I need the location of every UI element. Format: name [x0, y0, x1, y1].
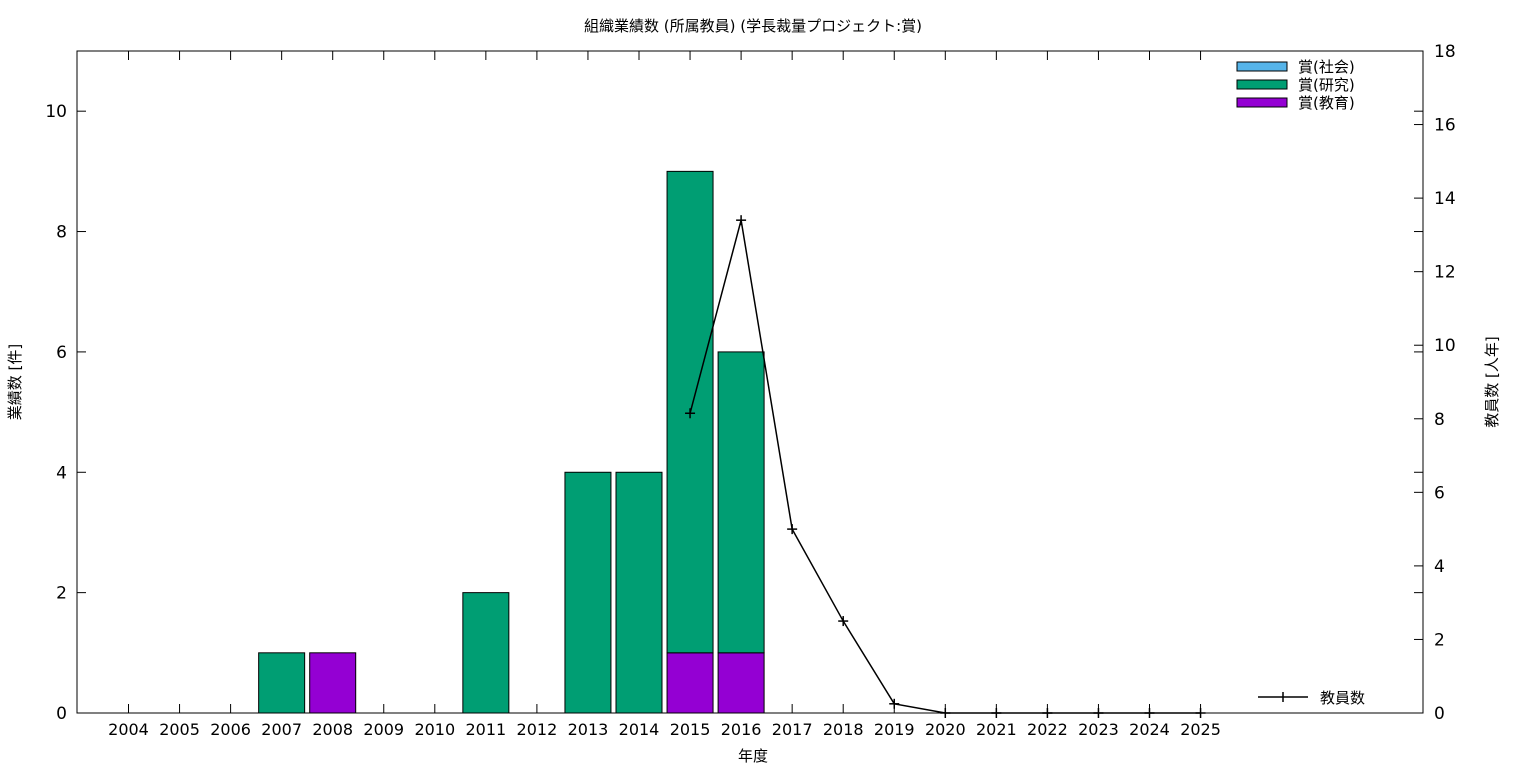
x-tick-label: 2010	[414, 720, 455, 739]
line-point-2019	[889, 698, 900, 709]
line-point-2025	[1195, 708, 1206, 718]
bar-2013-賞(研究)	[564, 471, 612, 714]
x-tick-label: 2014	[619, 720, 660, 739]
line-point-2022	[1042, 708, 1053, 718]
line-point-2016	[736, 215, 747, 226]
legend-swatch-1	[1236, 79, 1288, 90]
x-tick-label: 2017	[772, 720, 813, 739]
y-tick-label: 0	[56, 704, 67, 724]
y2-tick-label: 18	[1434, 42, 1456, 62]
bar-2007-賞(研究)	[258, 652, 306, 714]
x-tick-label: 2023	[1078, 720, 1119, 739]
bar-2011-賞(研究)	[462, 592, 510, 714]
x-axis-label: 年度	[738, 747, 768, 765]
y2-tick-label: 14	[1434, 189, 1456, 209]
bar-2016-賞(研究)	[717, 351, 765, 654]
y2-tick-label: 0	[1434, 704, 1445, 724]
y-tick-label: 10	[45, 102, 67, 122]
x-axis: 2004 2005 2006 2007 2008 2009 2010 2011 2012 2013…	[108, 51, 1221, 739]
y2-tick-label: 10	[1434, 336, 1456, 356]
bar-2016-賞(教育)	[717, 652, 765, 714]
x-tick-label: 2024	[1129, 720, 1170, 739]
x-tick-label: 2005	[159, 720, 200, 739]
legend-swatch-2	[1236, 97, 1288, 108]
y2-tick-label: 2	[1434, 630, 1445, 650]
x-tick-label: 2019	[874, 720, 915, 739]
line-point-2024	[1144, 708, 1155, 718]
y2-axis: 0 2 4 6 8 10 12 14 16 18	[1414, 42, 1456, 724]
x-tick-label: 2022	[1027, 720, 1068, 739]
x-tick-label: 2006	[210, 720, 251, 739]
x-tick-label: 2007	[261, 720, 302, 739]
y2-axis-label: 教員数 [人年]	[1483, 336, 1501, 427]
x-tick-label: 2009	[363, 720, 404, 739]
x-tick-label: 2016	[721, 720, 762, 739]
line-point-2018	[838, 616, 849, 627]
bars	[258, 170, 765, 714]
y2-tick-label: 16	[1434, 116, 1456, 136]
line-point-2015	[685, 408, 696, 419]
teacher-count-line	[689, 219, 1201, 714]
bar-2014-賞(研究)	[615, 471, 663, 714]
line-point-2017	[787, 524, 798, 535]
x-tick-label: 2008	[312, 720, 353, 739]
y2-tick-label: 8	[1434, 410, 1445, 430]
chart-title: 組織業績数 (所属教員) (学長裁量プロジェクト:賞)	[584, 17, 922, 35]
bar-2008-賞(教育)	[309, 652, 357, 714]
x-tick-label: 2021	[976, 720, 1017, 739]
legend-line-label: 教員数	[1320, 689, 1365, 707]
y-axis: 0 2 4 6 8 10	[45, 102, 1423, 724]
line-point-2021	[991, 708, 1002, 718]
x-tick-label: 2011	[465, 720, 506, 739]
y-tick-label: 8	[56, 223, 67, 243]
legend: 賞(社会)賞(研究)賞(教育) 教員数	[1236, 58, 1365, 707]
legend-label-0: 賞(社会)	[1298, 58, 1355, 76]
legend-label-2: 賞(教育)	[1298, 94, 1355, 112]
x-tick-label: 2025	[1180, 720, 1221, 739]
line-point-2023	[1093, 708, 1104, 718]
x-tick-label: 2020	[925, 720, 966, 739]
line-point-2020	[940, 708, 951, 718]
x-tick-label: 2013	[568, 720, 609, 739]
y-tick-label: 6	[56, 343, 67, 363]
y-tick-label: 2	[56, 584, 67, 604]
x-tick-label: 2004	[108, 720, 149, 739]
bar-2015-賞(教育)	[666, 652, 714, 714]
x-tick-label: 2015	[670, 720, 711, 739]
y-tick-label: 4	[56, 463, 67, 483]
y2-tick-label: 4	[1434, 557, 1445, 577]
y2-tick-label: 6	[1434, 483, 1445, 503]
legend-swatch-0	[1236, 61, 1288, 72]
x-tick-label: 2018	[823, 720, 864, 739]
line-series	[685, 215, 1206, 718]
legend-label-1: 賞(研究)	[1298, 76, 1355, 94]
x-tick-label: 2012	[517, 720, 558, 739]
y-axis-label: 業績数 [件]	[6, 344, 24, 420]
y2-tick-label: 12	[1434, 263, 1456, 283]
